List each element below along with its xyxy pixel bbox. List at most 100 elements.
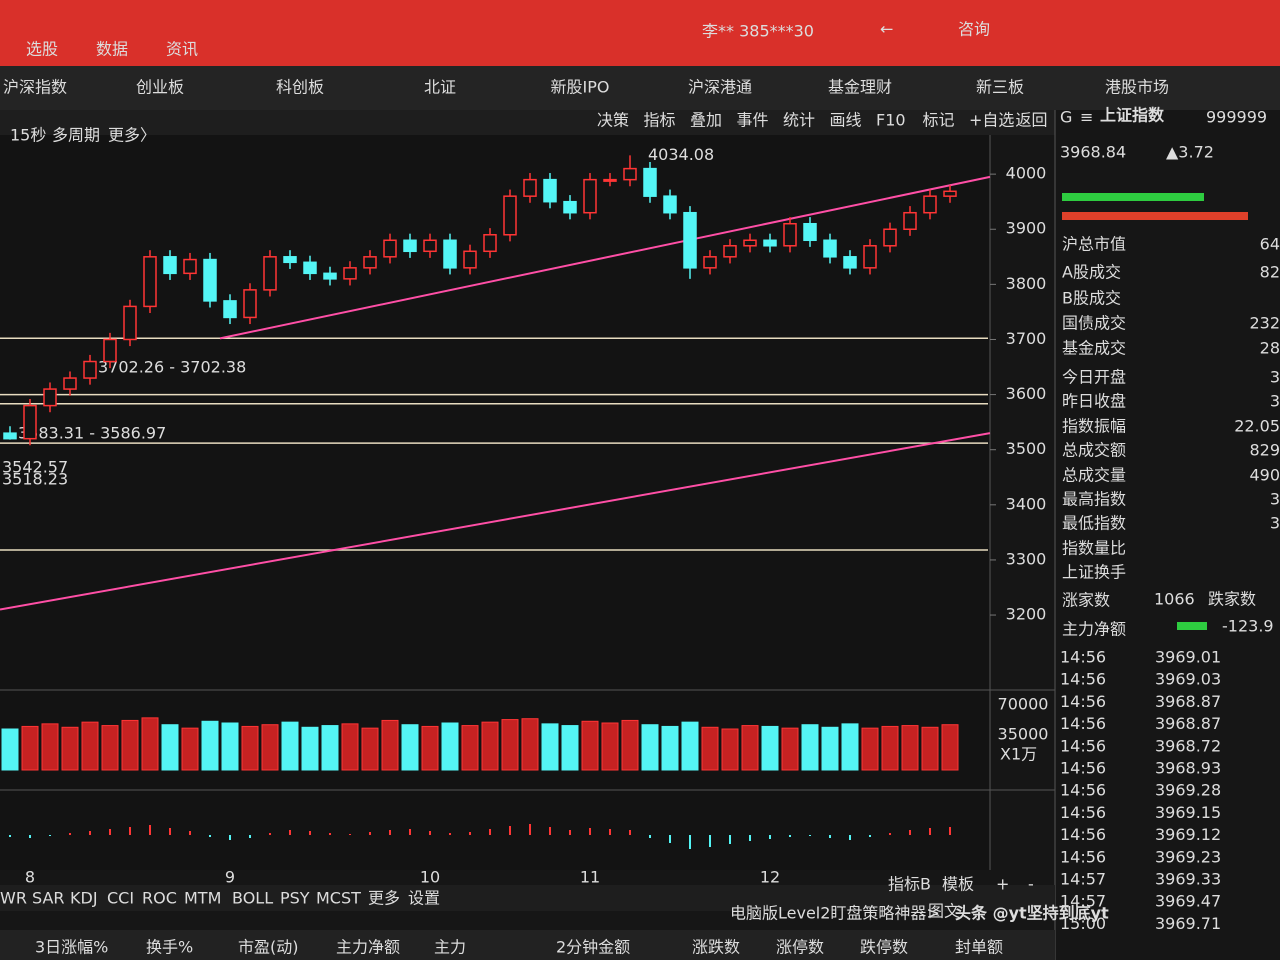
column-header[interactable]: 市盈(动) [238,938,299,957]
candle-body [223,300,237,319]
volume-bar [281,721,299,771]
tool[interactable]: 指标 [644,111,676,130]
tool[interactable]: 画线 [830,111,862,130]
tab[interactable]: 新股IPO [551,78,610,97]
column-header[interactable]: 主力净额 [336,938,400,957]
watermark: 头条 @yt坚持到底yt [955,904,1109,923]
volume-bar [941,724,959,771]
candle-body [403,239,417,253]
tool[interactable]: 返回 [1016,111,1048,130]
candle-body [143,256,157,308]
indicator-button[interactable]: 模板 [942,875,974,894]
tool[interactable]: 决策 [597,111,629,130]
indicator-tab[interactable]: BOLL [232,889,273,908]
menu-item[interactable]: 资讯 [166,40,198,59]
indicator-tab[interactable]: WR [0,889,27,908]
stat-label: 昨日收盘 [1062,392,1126,411]
tick-time: 14:57 [1060,870,1106,889]
candle-body [743,239,757,247]
period[interactable]: 更多〉 [108,126,156,145]
column-header[interactable]: 封单额 [955,938,1003,957]
volume-tick-label: 70000 [998,695,1049,714]
column-header[interactable]: 跌停数 [860,938,908,957]
tab[interactable]: 港股市场 [1105,78,1169,97]
indicator-tab[interactable]: PSY [280,889,310,908]
tab[interactable]: 沪深指数 [3,78,67,97]
top-bar [0,0,1280,66]
column-header[interactable]: 主力 [434,938,466,957]
indicator-button[interactable]: 指标B [888,875,931,894]
tick-time: 14:56 [1060,714,1106,733]
promo-button[interactable]: 图文 [928,902,960,921]
tool-bar [0,110,1055,135]
tab[interactable]: 北证 [424,78,456,97]
y-tick-label: 3900 [1006,219,1047,238]
volume-bar [621,719,639,771]
tab[interactable]: 科创板 [276,78,324,97]
index-name: 上证指数 [1100,106,1165,125]
volume-bar [581,720,599,771]
line-label: 3702.26 - 3702.38 [98,358,246,377]
y-tick-label: 3600 [1006,384,1047,403]
indicator-tab[interactable]: CCI [107,889,134,908]
promo[interactable]: 电脑版Level2盯盘策略神器> [730,904,940,923]
column-header[interactable]: 换手% [146,938,193,957]
candle-body [643,167,657,197]
menu-item[interactable]: 数据 [96,40,128,59]
menu-icon[interactable]: ≡ [1080,108,1093,127]
indicator-tab[interactable]: KDJ [70,889,98,908]
menu-item[interactable]: 选股 [26,40,58,59]
action[interactable]: 咨询 [958,20,990,39]
volume-bar [801,724,819,771]
tick-price: 3969.33 [1155,870,1221,889]
period[interactable]: 15秒 [10,126,46,145]
tool[interactable]: 统计 [783,111,815,130]
indicator-tab[interactable]: 更多 [368,889,400,908]
tick-price: 3969.15 [1155,803,1221,822]
column-header[interactable]: 2分钟金额 [556,938,630,957]
indicator-tab[interactable]: 设置 [408,889,440,908]
tool[interactable]: 事件 [737,111,769,130]
volume-bar [81,721,99,771]
column-header[interactable]: 涨跌数 [692,938,740,957]
tab[interactable]: 基金理财 [828,78,892,97]
candle-body [323,272,337,280]
volume-bar [701,726,719,771]
breadth-up: 1066 [1154,590,1195,609]
indicator-button[interactable]: + [996,875,1009,894]
period[interactable]: 多周期 [52,126,100,145]
candle-body [303,261,317,275]
tick-time: 14:56 [1060,670,1106,689]
volume-bar [601,722,619,771]
candle-body [123,305,137,341]
volume-bar [821,726,839,771]
column-header[interactable]: 涨停数 [776,938,824,957]
tool[interactable]: 叠加 [690,111,722,130]
stat-label: 最低指数 [1062,514,1126,533]
trend-line [0,432,991,611]
stat-label: 国债成交 [1062,314,1126,333]
indicator-tab[interactable]: MCST [316,889,361,908]
stat-label: 指数量比 [1062,539,1126,558]
indicator-tab[interactable]: MTM [184,889,221,908]
change: ▲3.72 [1166,143,1214,162]
up-bar [1062,193,1204,201]
tool[interactable]: +自选 [969,111,1014,130]
column-header[interactable]: 3日涨幅% [35,938,108,957]
volume-bar [381,719,399,771]
indicator-button[interactable]: - [1028,875,1034,894]
tab[interactable]: 创业板 [136,78,184,97]
price: 3968.84 [1060,143,1126,162]
back-icon[interactable]: ← [880,20,893,39]
candle-body [943,190,957,197]
indicator-tab[interactable]: ROC [142,889,177,908]
indicator-bar [0,885,1055,911]
tool[interactable]: 标记 [923,111,955,130]
indicator-tab[interactable]: SAR [32,889,65,908]
tool[interactable]: F10 [876,111,906,130]
candle-body [3,432,17,440]
tab[interactable]: 沪深港通 [688,78,752,97]
candle-body [823,239,837,258]
tab[interactable]: 新三板 [976,78,1024,97]
